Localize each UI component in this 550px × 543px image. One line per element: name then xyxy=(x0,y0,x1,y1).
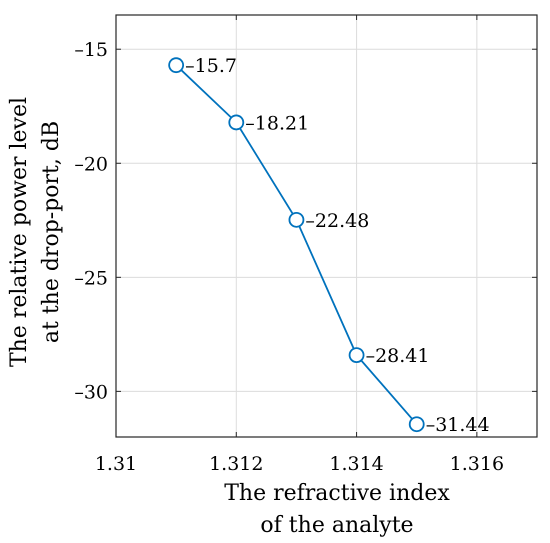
x-tick-label: 1.316 xyxy=(450,453,504,475)
data-point xyxy=(228,114,245,131)
x-tick-label: 1.314 xyxy=(329,453,383,475)
y-tick-label: –15 xyxy=(74,39,108,61)
y-axis-title-line-1: The relative power level xyxy=(7,97,32,367)
y-tick-label: –30 xyxy=(74,381,108,403)
data-label: –18.21 xyxy=(245,112,309,134)
data-label: –31.44 xyxy=(426,414,490,436)
x-tick-label: 1.31 xyxy=(95,453,137,475)
y-tick-label: –25 xyxy=(74,267,108,289)
plot-frame xyxy=(115,14,538,438)
data-point xyxy=(168,57,185,74)
data-point xyxy=(348,347,365,364)
x-axis-title-line-1: The refractive index xyxy=(224,481,450,506)
data-label: –22.48 xyxy=(305,210,369,232)
tick-labels: 1.31 1.312 1.314 1.316 –15 –20 –25 –30 xyxy=(74,39,504,475)
data-labels: –15.7 –18.21 –22.48 –28.41 –31.44 xyxy=(185,55,489,436)
series-layer xyxy=(168,57,425,433)
x-axis-title-line-2: of the analyte xyxy=(260,513,413,538)
data-point xyxy=(288,211,305,228)
data-label: –15.7 xyxy=(185,55,237,77)
y-tick-label: –20 xyxy=(74,153,108,175)
data-point xyxy=(408,416,425,433)
y-axis-title-line-2: at the drop-port, dB xyxy=(39,121,64,343)
data-label: –28.41 xyxy=(366,345,430,367)
x-tick-label: 1.312 xyxy=(209,453,263,475)
grid-lines xyxy=(115,15,537,437)
axis-ticks xyxy=(115,15,537,437)
